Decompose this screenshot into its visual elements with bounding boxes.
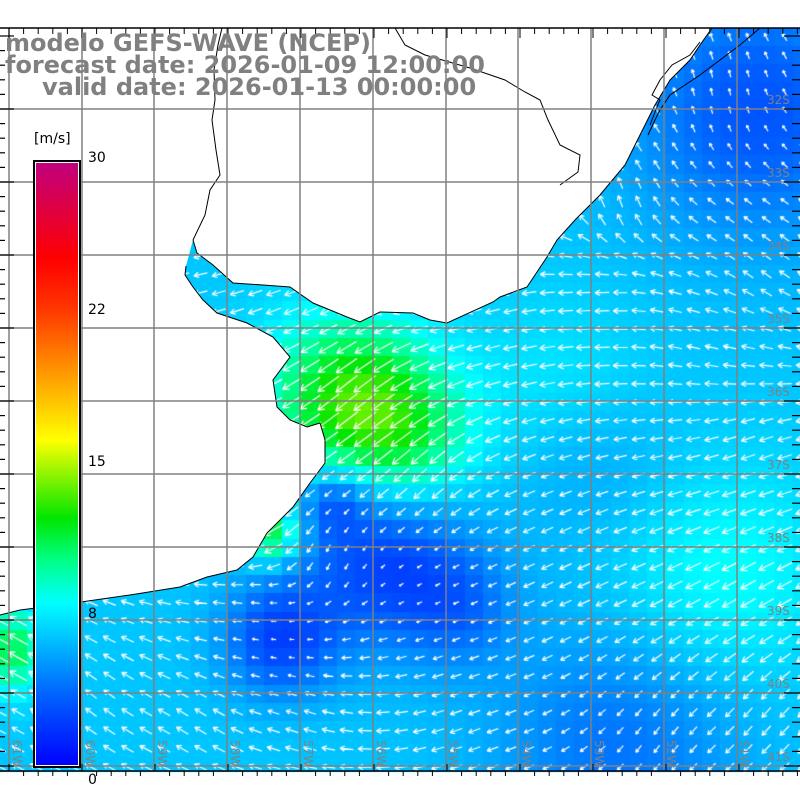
lon-label: 59W	[155, 740, 169, 768]
graticule	[0, 28, 800, 770]
lon-label: 53W	[592, 740, 606, 768]
lon-label: 51W	[737, 740, 751, 768]
lagoon-shore	[649, 41, 701, 126]
colorbar	[33, 160, 81, 768]
title-forecast-date: forecast date: 2026-01-09 12:00:00	[5, 51, 485, 79]
lon-label: 57W	[301, 740, 315, 768]
lat-label: 36S	[767, 385, 790, 399]
lon-label: 61W	[10, 740, 24, 768]
lat-label: 35S	[767, 312, 790, 326]
colorbar-label-30: 30	[88, 150, 106, 166]
lon-label: 56W	[374, 740, 388, 768]
colorbar-unit: [m/s]	[34, 131, 71, 147]
lat-label: 34S	[767, 239, 790, 253]
coastline	[192, 27, 713, 324]
lon-label: 60W	[83, 740, 97, 768]
lat-label: 38S	[767, 531, 790, 545]
border-line	[192, 27, 223, 241]
lon-label: 52W	[664, 740, 678, 768]
lon-label: 54W	[519, 740, 533, 768]
lat-label: 40S	[767, 677, 790, 691]
colorbar-label-22: 22	[88, 302, 106, 318]
colorbar-label-15: 15	[88, 454, 106, 470]
colorbar-label-8: 8	[88, 606, 97, 622]
lat-label: 41S	[767, 750, 790, 764]
lat-label: 37S	[767, 458, 790, 472]
border-line-2	[394, 27, 581, 186]
lat-label: 39S	[767, 604, 790, 618]
lon-label: 58W	[228, 740, 242, 768]
lagoon-line	[647, 27, 761, 136]
lat-label: 33S	[767, 166, 790, 180]
lon-label: 55W	[446, 740, 460, 768]
title-model: modelo GEFS-WAVE (NCEP)	[5, 29, 371, 57]
lat-label: 32S	[767, 93, 790, 107]
colorbar-label-0: 0	[88, 772, 97, 788]
title-valid-date: valid date: 2026-01-13 00:00:00	[42, 73, 477, 101]
axis-ticks	[0, 27, 800, 776]
land-mass	[0, 28, 712, 615]
coastline-south	[0, 265, 326, 616]
